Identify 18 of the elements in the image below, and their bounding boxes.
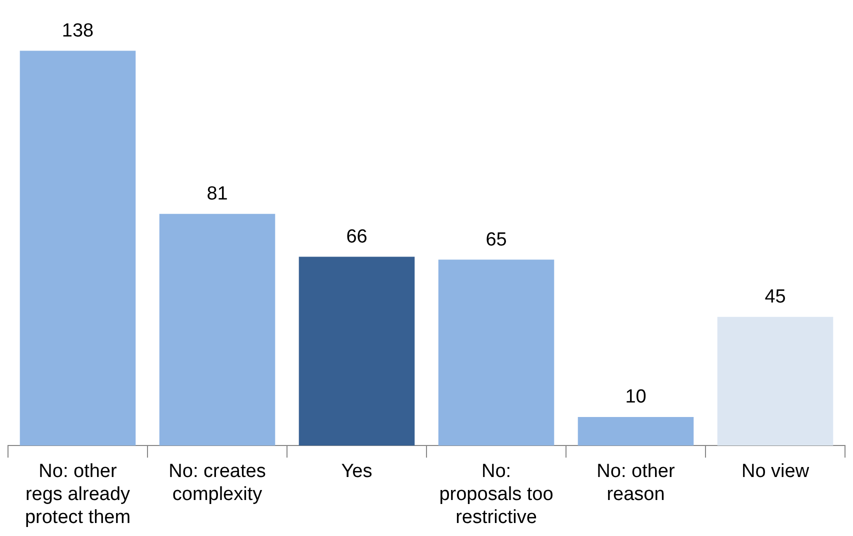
- bar: [578, 416, 694, 446]
- bar: [298, 256, 415, 446]
- data-label: 66: [346, 226, 368, 248]
- data-label: 138: [62, 20, 94, 42]
- data-label: 65: [486, 229, 507, 250]
- x-tick-label: No: proposals too restrictive: [439, 461, 554, 528]
- bar: [717, 316, 834, 446]
- bar: [159, 214, 276, 446]
- data-label: 45: [764, 286, 786, 308]
- x-tick-label: No: creates complexity: [168, 461, 266, 506]
- x-tick-label: Yes: [341, 461, 372, 482]
- x-tick-label: No: other regs already protect them: [24, 461, 131, 528]
- data-label: 10: [625, 386, 646, 408]
- x-tick-label: No: other reason: [596, 461, 676, 506]
- x-tick-label: No view: [741, 461, 810, 482]
- bar: [438, 260, 554, 446]
- bar: [20, 50, 136, 446]
- data-label: 81: [206, 184, 228, 205]
